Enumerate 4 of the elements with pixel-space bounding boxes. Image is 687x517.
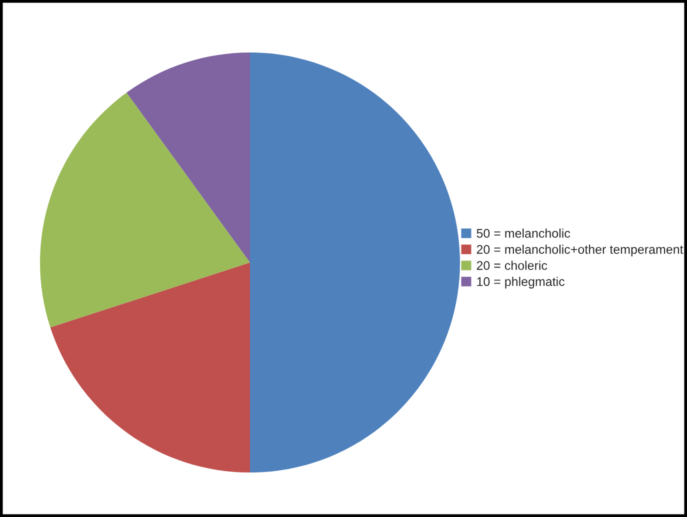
legend-label: 50 = melancholic xyxy=(476,228,570,238)
legend-label: 20 = melancholic+other temperament xyxy=(476,244,684,256)
legend-label: 20 = choleric xyxy=(476,260,548,270)
legend-label: 10 = phlegmatic xyxy=(477,276,565,288)
